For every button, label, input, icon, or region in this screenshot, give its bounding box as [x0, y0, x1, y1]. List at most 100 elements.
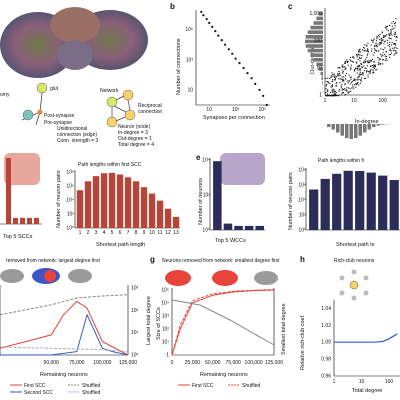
synapse-schematic: omy glut Post-synapse Pre-synapse: [0, 82, 75, 126]
chart-c-point: [334, 93, 336, 95]
chart-b-point: [217, 34, 220, 37]
chart-c-point: [367, 49, 369, 51]
chart-g-xtick: 75,000: [226, 360, 242, 366]
chart-c-point: [350, 67, 352, 69]
chart-g-xtick: 50,000: [205, 360, 221, 366]
chart-c-point: [342, 66, 344, 68]
chart-c-point: [391, 44, 393, 46]
chart-d-ytick: 10⁰: [66, 226, 74, 232]
chart-e-right-bar: [320, 178, 330, 230]
chart-c-point: [373, 61, 375, 63]
chart-e-right-ytick: 10⁶: [298, 183, 306, 189]
chart-b-point: [246, 72, 249, 75]
chart-c-point: [345, 73, 347, 75]
chart-c-point: [394, 32, 396, 34]
chart-c-point: [385, 57, 387, 59]
chart-d-bar: [172, 216, 180, 228]
chart-c-point: [338, 90, 340, 92]
chart-c-point: [367, 74, 369, 76]
chart-c-point: [365, 71, 367, 73]
chart-b-point: [258, 88, 261, 91]
legend-g-first-scc-text: First SCC: [192, 383, 214, 389]
chart-c-point: [331, 91, 333, 93]
chart-c-point: [372, 54, 374, 56]
chart-c-point: [365, 49, 367, 51]
chart-d-xtick: 2: [87, 230, 90, 236]
chart-c-point: [332, 88, 334, 90]
chart-c-point: [350, 90, 352, 92]
chart-c-point: [356, 82, 358, 84]
wcc-schematic: [220, 153, 265, 185]
chart-f-brain-icons: [0, 268, 92, 284]
chart-c-point: [344, 94, 346, 96]
chart-c-point: [356, 68, 358, 70]
chart-c-point: [379, 43, 381, 45]
chart-h-xtick: 10: [359, 379, 365, 385]
chart-c-point: [381, 31, 383, 33]
chart-c-point: [350, 78, 352, 80]
chart-c-ytick: 1,000: [309, 11, 322, 17]
chart-f-xtick: 75,000: [69, 360, 85, 366]
chart-c-point: [358, 76, 360, 78]
chart-c-point: [367, 51, 369, 53]
chart-c-ytick: 1: [319, 93, 322, 99]
chart-c-point: [341, 65, 343, 67]
chart-c-point: [382, 54, 384, 56]
chart-c-out-hist-bar: [318, 12, 323, 16]
chart-c-point: [348, 74, 350, 76]
chart-b-point: [208, 21, 211, 24]
chart-c-point: [389, 49, 391, 51]
chart-c-point: [354, 80, 356, 82]
chart-d-xtick: 6: [119, 230, 122, 236]
chart-c-point: [396, 35, 398, 37]
chart-d-ytick: 10⁶: [66, 184, 74, 190]
chart-c-point: [363, 50, 365, 52]
chart-c-point: [386, 42, 388, 44]
chart-c-point: [342, 70, 344, 72]
chart-c-point: [366, 45, 368, 47]
chart-c-point: [390, 38, 392, 40]
chart-c-point: [359, 70, 361, 72]
chart-c-point: [378, 62, 380, 64]
chart-c-point: [374, 65, 376, 67]
chart-c-point: [339, 81, 341, 83]
chart-c-point: [371, 39, 373, 41]
chart-c-point: [366, 44, 368, 46]
chart-c-point: [383, 36, 385, 38]
chart-c-point: [355, 79, 357, 81]
chart-c-point: [358, 56, 360, 58]
chart-c-point: [369, 61, 371, 63]
chart-b-point: [265, 103, 268, 107]
chart-c-point: [367, 62, 369, 64]
chart-c-point: [374, 66, 376, 68]
chart-c-point: [363, 70, 365, 72]
chart-c-point: [337, 75, 339, 77]
chart-c-point: [363, 60, 365, 62]
chart-e-right-ytick: 10²: [299, 213, 307, 219]
chart-d-title: Path lengths within first SCC: [78, 162, 142, 168]
chart-c-point: [382, 59, 384, 61]
chart-c-point: [359, 64, 361, 66]
chart-c-point: [326, 83, 328, 85]
post-synapse-label: Post-synapse: [44, 113, 75, 119]
chart-c-point: [365, 61, 367, 63]
chart-b: Number of connections Synapses per conne…: [176, 10, 270, 121]
chart-c-point: [381, 55, 383, 57]
chart-c-point: [391, 22, 393, 24]
chart-c-point: [341, 78, 343, 80]
chart-c-point: [384, 53, 386, 55]
chart-b-xlabel: Synapses per connection: [203, 115, 265, 121]
chart-d-left-bar: [27, 217, 32, 224]
chart-c-point: [369, 71, 371, 73]
chart-d-bar: [148, 193, 156, 228]
chart-c-point: [384, 47, 386, 49]
chart-d-xtick: 3: [95, 230, 98, 236]
chart-c-point: [332, 90, 334, 92]
chart-c-point: [358, 73, 360, 75]
chart-c-point: [344, 61, 346, 63]
chart-c-point: [359, 57, 361, 59]
chart-g-ytick: 10⁴: [161, 301, 169, 307]
chart-c-in-hist-bar: [340, 124, 344, 136]
chart-g-y2label: Smallest total degree: [281, 303, 287, 355]
chart-c-point: [386, 25, 388, 27]
